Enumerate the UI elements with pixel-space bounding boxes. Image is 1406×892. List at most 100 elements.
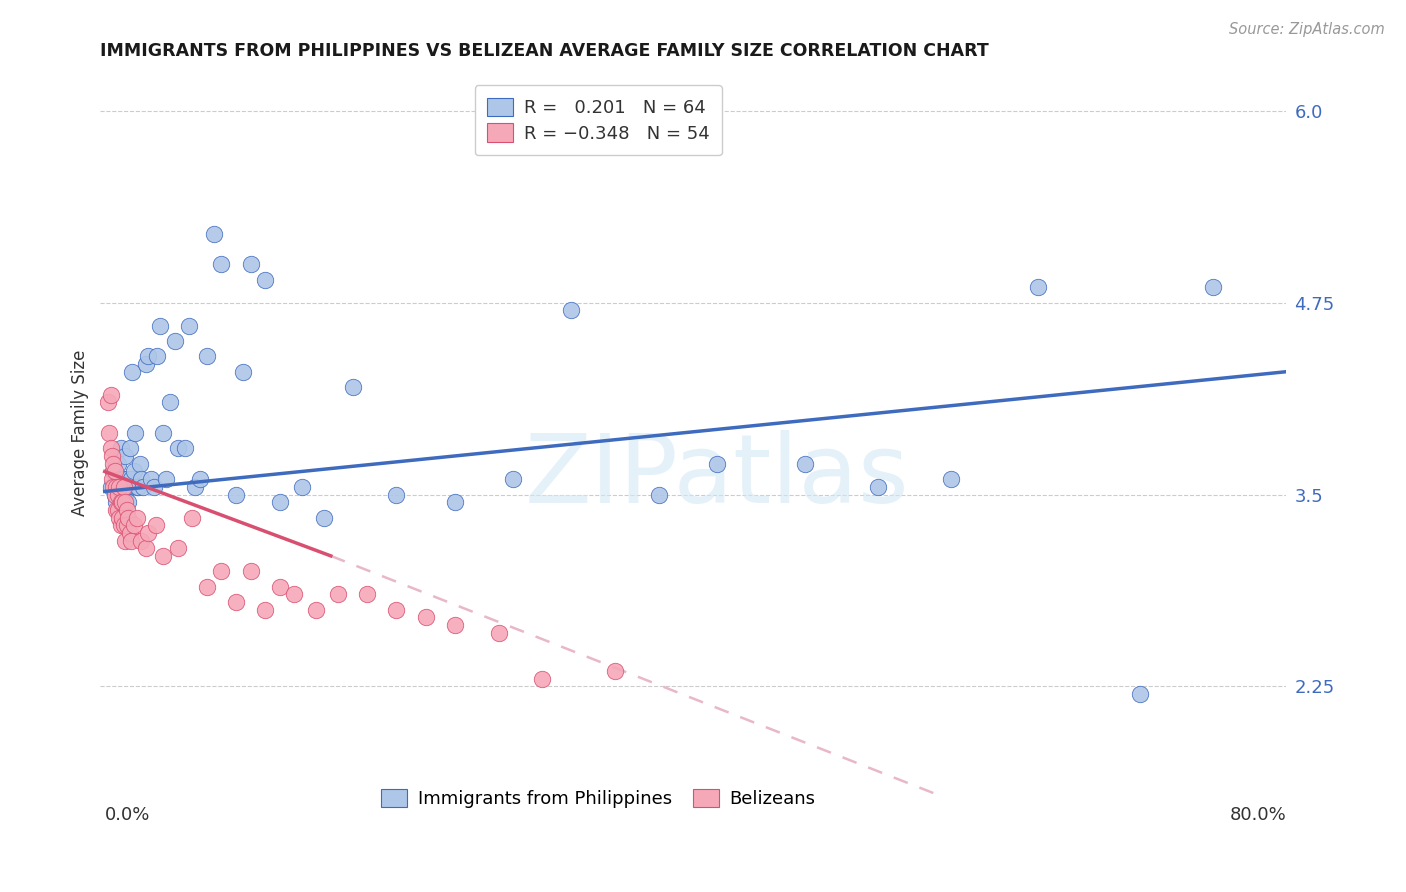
Point	[103, 465, 125, 479]
Point	[117, 495, 139, 509]
Point	[145, 518, 167, 533]
Point	[112, 480, 135, 494]
Point	[152, 426, 174, 441]
Point	[232, 365, 254, 379]
Point	[118, 442, 141, 456]
Point	[155, 472, 177, 486]
Point	[115, 503, 138, 517]
Point	[239, 257, 262, 271]
Point	[138, 350, 160, 364]
Point	[184, 480, 207, 494]
Text: IMMIGRANTS FROM PHILIPPINES VS BELIZEAN AVERAGE FAMILY SIZE CORRELATION CHART: IMMIGRANTS FROM PHILIPPINES VS BELIZEAN …	[100, 42, 988, 60]
Point	[269, 495, 291, 509]
Point	[131, 480, 153, 494]
Point	[105, 503, 128, 517]
Point	[127, 480, 149, 494]
Point	[117, 510, 139, 524]
Point	[111, 495, 134, 509]
Point	[125, 510, 148, 524]
Point	[97, 395, 120, 409]
Point	[110, 442, 132, 456]
Point	[108, 480, 131, 494]
Point	[110, 472, 132, 486]
Point	[115, 518, 138, 533]
Point	[181, 510, 204, 524]
Point	[112, 495, 135, 509]
Point	[114, 487, 136, 501]
Point	[100, 480, 122, 494]
Point	[149, 318, 172, 333]
Point	[135, 357, 157, 371]
Legend: Immigrants from Philippines, Belizeans: Immigrants from Philippines, Belizeans	[373, 780, 824, 817]
Point	[239, 564, 262, 578]
Point	[100, 442, 122, 456]
Point	[291, 480, 314, 494]
Point	[225, 595, 247, 609]
Point	[502, 472, 524, 486]
Point	[118, 525, 141, 540]
Point	[648, 487, 671, 501]
Point	[107, 487, 129, 501]
Point	[385, 602, 408, 616]
Point	[107, 457, 129, 471]
Point	[1202, 280, 1225, 294]
Point	[152, 549, 174, 563]
Point	[138, 525, 160, 540]
Point	[120, 472, 142, 486]
Point	[605, 664, 627, 678]
Point	[128, 457, 150, 471]
Point	[443, 618, 465, 632]
Point	[146, 350, 169, 364]
Point	[112, 472, 135, 486]
Point	[706, 457, 728, 471]
Y-axis label: Average Family Size: Average Family Size	[72, 350, 89, 516]
Point	[101, 449, 124, 463]
Point	[305, 602, 328, 616]
Point	[111, 510, 134, 524]
Point	[793, 457, 815, 471]
Point	[174, 442, 197, 456]
Point	[283, 587, 305, 601]
Point	[166, 541, 188, 556]
Text: 0.0%: 0.0%	[104, 806, 150, 824]
Point	[129, 472, 152, 486]
Point	[122, 518, 145, 533]
Point	[110, 518, 132, 533]
Point	[129, 533, 152, 548]
Point	[121, 365, 143, 379]
Point	[188, 472, 211, 486]
Point	[115, 480, 138, 494]
Point	[166, 442, 188, 456]
Point	[560, 303, 582, 318]
Point	[385, 487, 408, 501]
Point	[195, 350, 218, 364]
Point	[254, 272, 277, 286]
Point	[202, 227, 225, 241]
Point	[415, 610, 437, 624]
Point	[342, 380, 364, 394]
Point	[111, 487, 134, 501]
Point	[105, 495, 128, 509]
Point	[114, 449, 136, 463]
Point	[114, 533, 136, 548]
Point	[104, 487, 127, 501]
Point	[312, 510, 335, 524]
Point	[488, 625, 510, 640]
Point	[104, 487, 127, 501]
Point	[254, 602, 277, 616]
Point	[269, 580, 291, 594]
Text: Source: ZipAtlas.com: Source: ZipAtlas.com	[1229, 22, 1385, 37]
Point	[326, 587, 349, 601]
Point	[100, 388, 122, 402]
Point	[209, 257, 232, 271]
Point	[112, 518, 135, 533]
Point	[98, 426, 121, 441]
Point	[159, 395, 181, 409]
Point	[179, 318, 201, 333]
Point	[107, 503, 129, 517]
Point	[939, 472, 962, 486]
Point	[114, 495, 136, 509]
Point	[103, 457, 125, 471]
Point	[195, 580, 218, 594]
Point	[135, 541, 157, 556]
